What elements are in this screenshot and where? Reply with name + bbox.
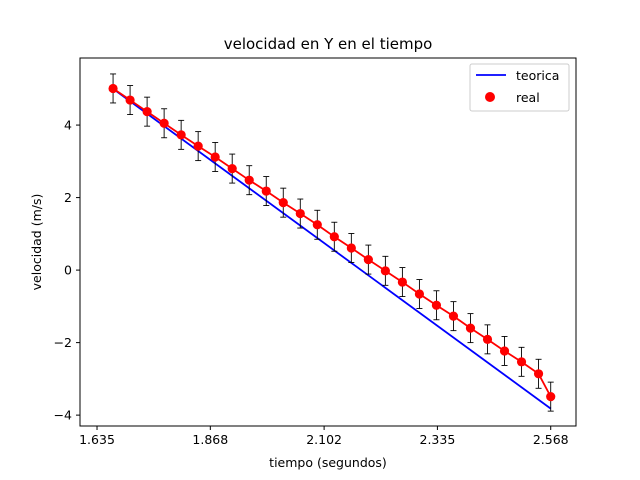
legend-teorica-label: teorica xyxy=(516,68,559,83)
data-point-real xyxy=(142,107,152,117)
x-tick-label: 2.102 xyxy=(306,432,342,447)
data-point-real xyxy=(227,163,237,174)
data-point-real xyxy=(176,130,186,140)
data-point-real xyxy=(414,289,425,299)
data-point-real xyxy=(125,95,135,105)
data-point-real xyxy=(533,369,544,379)
data-point-real xyxy=(210,152,220,162)
legend: teorica real xyxy=(469,63,570,112)
data-point-real xyxy=(546,392,556,402)
y-tick-label: −4 xyxy=(54,408,72,423)
x-tick-label: 2.335 xyxy=(420,432,456,447)
legend-real-marker xyxy=(485,92,495,102)
x-axis-ticks: 1.635 1.868 2.102 2.335 2.568 xyxy=(79,426,569,447)
legend-real-label: real xyxy=(516,90,540,105)
plot-area xyxy=(108,73,556,412)
x-tick-label: 1.868 xyxy=(192,432,228,447)
y-tick-label: 0 xyxy=(64,263,72,278)
y-axis-ticks: −4 −2 0 2 4 xyxy=(54,118,80,423)
y-tick-label: −2 xyxy=(54,335,72,350)
data-point-real xyxy=(295,208,305,219)
data-point-real xyxy=(244,175,254,185)
data-point-real xyxy=(363,254,373,265)
data-point-real xyxy=(380,266,390,276)
x-tick-label: 2.568 xyxy=(533,432,569,447)
data-point-real xyxy=(346,243,356,253)
plot-frame xyxy=(79,57,577,427)
data-point-real xyxy=(278,198,288,208)
data-point-real xyxy=(431,300,442,310)
data-point-real xyxy=(499,346,510,356)
data-point-real xyxy=(397,277,407,287)
data-point-real xyxy=(465,323,476,333)
data-point-real xyxy=(448,311,459,321)
data-point-real xyxy=(312,220,322,230)
data-point-real xyxy=(193,141,203,151)
x-axis-label: tiempo (segundos) xyxy=(269,455,387,470)
chart-title: velocidad en Y en el tiempo xyxy=(224,35,433,53)
series-teorica-line xyxy=(112,88,552,410)
data-point-real xyxy=(108,83,118,94)
data-point-real xyxy=(261,186,271,196)
data-point-real xyxy=(482,334,493,344)
data-point-real xyxy=(329,232,339,242)
data-point-real xyxy=(516,357,527,367)
y-axis-label: velocidad (m/s) xyxy=(29,194,44,291)
y-tick-label: 2 xyxy=(64,190,72,205)
data-point-real xyxy=(159,118,169,128)
y-tick-label: 4 xyxy=(64,118,72,133)
x-tick-label: 1.635 xyxy=(79,432,115,447)
